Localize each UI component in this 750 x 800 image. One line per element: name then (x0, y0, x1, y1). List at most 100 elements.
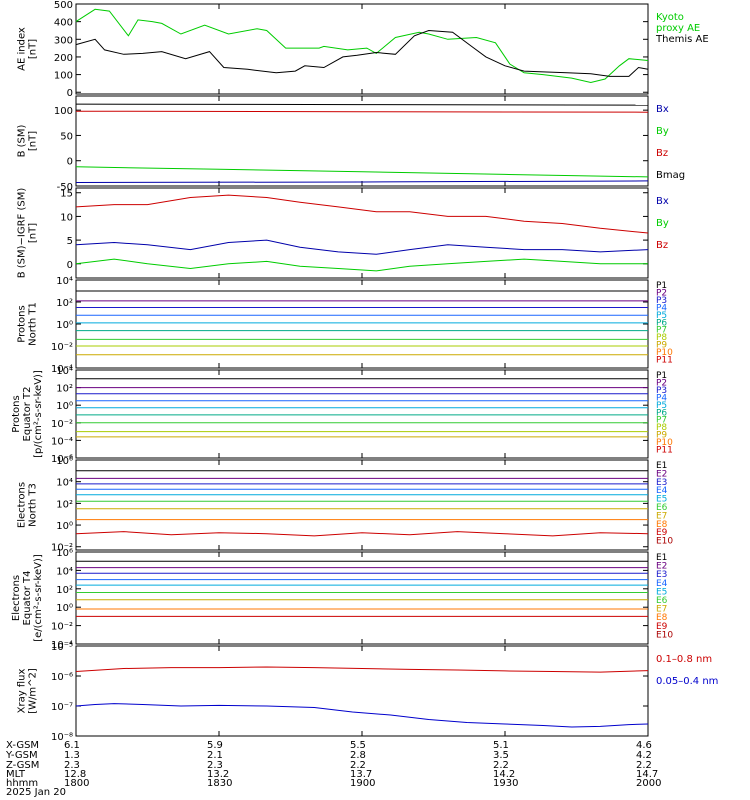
series-line-Themis AE (75, 29, 649, 77)
legend-label: P8 (656, 333, 667, 343)
panel-2: 0 5 10 15 B (SM)−IGRF (SM) [nT] Bx By Bz (17, 187, 669, 279)
y-tick-label: 10⁰ (56, 521, 73, 532)
y-tick-label: 10⁻⁶ (51, 454, 73, 465)
legend-label: P7 (656, 416, 667, 426)
y-tick-label: 0 (67, 157, 73, 168)
legend-label: Bx (656, 196, 669, 207)
y-tick-label: -50 (57, 182, 73, 193)
y-tick-label: 10⁶ (56, 456, 73, 467)
panel-frame (75, 369, 649, 459)
legend-label: E9 (656, 622, 668, 632)
legend-label: E10 (656, 630, 673, 640)
y-tick-label: 10⁴ (56, 276, 73, 287)
panel-7: 10⁻⁸ 10⁻⁷ 10⁻⁶ 10⁻⁵ Xray flux [W/m^2] 0.1–0.8 … (17, 642, 719, 743)
legend-label: P9 (656, 431, 667, 441)
y-tick-label: 10⁻⁴ (51, 364, 73, 375)
y-tick-label: 10² (56, 499, 73, 510)
y-tick-label: 10⁻⁸ (51, 732, 73, 743)
panel-frame (75, 459, 649, 551)
y-axis-label: B (SM) (17, 124, 28, 157)
legend-label: Bmag (656, 170, 685, 181)
legend-label: P10 (656, 348, 673, 358)
y-tick-label: 50 (60, 131, 73, 142)
legend-label: E3 (656, 478, 667, 488)
series-line-0.1–0.8 nm (75, 666, 649, 673)
series-line-Kyoto proxy AE (75, 8, 649, 84)
legend-label: E5 (656, 495, 667, 505)
legend-label: E1 (656, 553, 667, 563)
series-line-Bx (75, 180, 649, 183)
legend-label: P11 (656, 356, 673, 366)
y-tick-label: 10⁴ (56, 478, 73, 489)
y-axis-label: Equator T2 (22, 387, 33, 442)
legend-label: P3 (656, 386, 667, 396)
y-tick-label: 500 (54, 0, 73, 11)
legend-label: Bz (656, 148, 668, 159)
legend-label: P1 (656, 281, 667, 291)
y-axis-label: Electrons (17, 482, 28, 528)
y-tick-label: 10⁻⁵ (51, 642, 73, 653)
y-axis-label: [nT] (28, 131, 39, 151)
legend-label: Bx (656, 104, 669, 115)
y-tick-label: 10⁻⁶ (51, 672, 73, 683)
y-axis-label: [nT] (28, 223, 39, 243)
legend-label: P3 (656, 296, 667, 306)
y-tick-label: 5 (67, 236, 73, 247)
y-tick-label: 10² (56, 298, 73, 309)
y-tick-label: 10² (56, 384, 73, 395)
panel-6: 10⁻⁴ 10⁻² 10⁰ 10² 10⁴ 10⁶ Electrons Equator T4[… (11, 548, 673, 651)
series-line-Bx (75, 239, 649, 255)
legend-label: P7 (656, 326, 667, 336)
y-tick-label: 10⁰ (56, 320, 73, 331)
series-line-E9 (75, 531, 649, 537)
series-line-By (75, 258, 648, 272)
y-axis-label: [p/(cm²-s-sr-keV)] (33, 370, 44, 458)
legend-label: E7 (656, 511, 667, 521)
y-tick-label: 10⁴ (56, 366, 73, 377)
legend-label: P4 (656, 393, 667, 403)
legend-label: P10 (656, 438, 673, 448)
legend-label: P4 (656, 303, 667, 313)
legend-label: P6 (656, 318, 667, 328)
y-tick-label: 10⁻² (51, 419, 73, 430)
legend-label: E8 (656, 520, 668, 530)
legend-label: Themis AE (655, 34, 709, 45)
legend-label: 0.05–0.4 nm (656, 676, 718, 687)
y-tick-label: 10⁻² (51, 342, 73, 353)
y-axis-label: Equator T4 (22, 571, 33, 626)
y-tick-label: 10⁴ (56, 566, 73, 577)
y-tick-label: 10² (56, 585, 73, 596)
legend-label: E8 (656, 613, 668, 623)
legend-label: E4 (656, 486, 668, 496)
legend-label: 0.1–0.8 nm (656, 654, 712, 665)
series-line-By (75, 166, 649, 178)
panel-frame (75, 645, 649, 737)
y-tick-label: 300 (54, 35, 73, 46)
legend-label: E2 (656, 562, 667, 572)
y-axis-label: B (SM)−IGRF (SM) (17, 188, 28, 279)
legend-label: E6 (656, 596, 668, 606)
legend-label: P1 (656, 371, 667, 381)
y-tick-label: 100 (54, 71, 73, 82)
panel-frame (75, 551, 649, 645)
y-tick-label: 0 (67, 260, 73, 271)
y-tick-label: 10⁻² (51, 543, 73, 554)
legend-label: P11 (656, 446, 673, 456)
y-tick-label: 10⁰ (56, 603, 73, 614)
panel-frame (75, 187, 649, 279)
y-axis-label: Electrons (11, 575, 22, 621)
legend-label: E9 (656, 528, 668, 538)
legend-label: E5 (656, 587, 667, 597)
y-tick-label: 10⁻⁷ (51, 702, 73, 713)
y-axis-label: Protons (11, 395, 22, 432)
y-axis-label: [e/(cm²-s-sr-keV)] (33, 554, 44, 642)
legend-label: P9 (656, 341, 667, 351)
y-tick-label: 400 (54, 18, 73, 29)
y-tick-label: 10⁻⁴ (51, 436, 73, 447)
legend-label: P8 (656, 423, 667, 433)
y-tick-label: 10⁻⁴ (51, 640, 73, 651)
y-tick-label: 10 (60, 212, 73, 223)
y-tick-label: 0 (67, 88, 73, 99)
